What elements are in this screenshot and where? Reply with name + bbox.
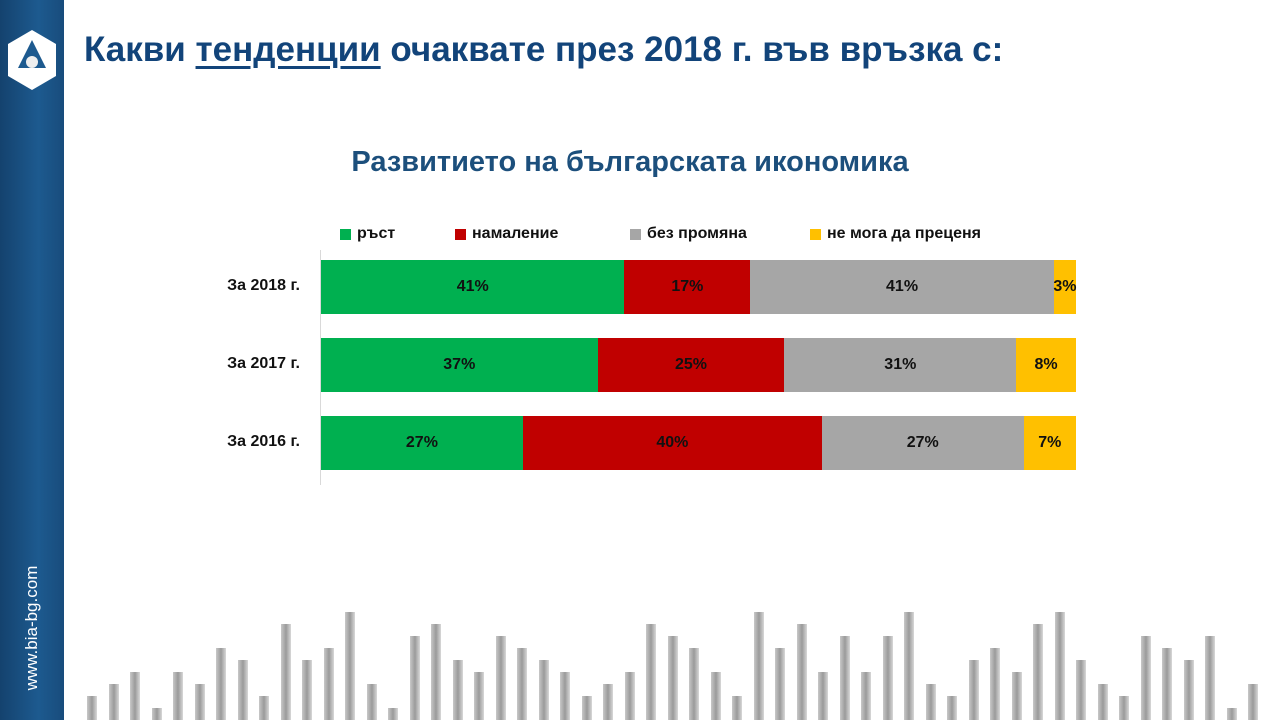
- decorative-bar: [538, 660, 549, 720]
- legend-label: не мога да преценя: [827, 225, 981, 242]
- bar-segment: 27%: [321, 416, 523, 470]
- decorative-bar: [87, 696, 97, 720]
- decorative-bar: [581, 696, 592, 720]
- legend-item: не мога да преценя: [810, 225, 981, 243]
- decorative-bar: [968, 660, 979, 720]
- decorative-bar: [1076, 660, 1086, 720]
- legend-swatch: [810, 228, 821, 240]
- decorative-bar: [796, 624, 807, 720]
- legend-swatch: [455, 228, 466, 240]
- legend-item: намаление: [455, 225, 558, 243]
- bar-segment: 7%: [1023, 416, 1076, 470]
- decorative-bar: [1205, 636, 1215, 720]
- decorative-bar: [839, 636, 850, 720]
- decorative-bar: [388, 708, 398, 720]
- decorative-bar: [560, 672, 570, 720]
- decorative-bar: [259, 696, 269, 720]
- decorative-bar: [495, 636, 506, 720]
- decorative-bar: [431, 624, 441, 720]
- decorative-bar: [1162, 648, 1172, 720]
- legend-label: ръст: [357, 225, 396, 242]
- decorative-bar: [1248, 684, 1258, 720]
- decorative-bar: [151, 708, 162, 720]
- decorative-bar: [667, 636, 678, 720]
- website-url: www.bia-bg.com: [22, 565, 41, 691]
- decorative-bar: [753, 612, 764, 720]
- bar-segment: 37%: [321, 338, 598, 392]
- decorative-bar: [216, 648, 226, 720]
- decorative-bar: [1119, 696, 1129, 720]
- decorative-bar: [108, 684, 119, 720]
- decorative-bar: [775, 648, 785, 720]
- decorative-bar: [237, 660, 248, 720]
- decorative-bar: [882, 636, 893, 720]
- decorative-bar: [517, 648, 527, 720]
- page-title: Какви тенденции очаквате през 2018 г. въ…: [84, 30, 1004, 69]
- decorative-bar: [1097, 684, 1108, 720]
- decorative-bar: [689, 648, 699, 720]
- legend-swatch: [340, 228, 351, 240]
- chart-title: Развитието на българската икономика: [351, 146, 909, 178]
- decorative-bar: [861, 672, 871, 720]
- decorative-bar: [194, 684, 205, 720]
- legend-label: без промяна: [647, 225, 747, 242]
- legend-item: без промяна: [630, 225, 747, 243]
- bar-segment: 27%: [821, 416, 1024, 470]
- decorative-bar: [646, 624, 656, 720]
- decorative-bar: [409, 636, 420, 720]
- sidebar: www.bia-bg.com: [0, 0, 64, 720]
- legend-label: намаление: [472, 225, 559, 242]
- bar-segment: 31%: [784, 338, 1017, 392]
- bar-segment: 41%: [750, 260, 1054, 314]
- decorative-bar: [904, 612, 914, 720]
- decorative-bar: [366, 684, 377, 720]
- category-label: За 2016 г.: [227, 433, 300, 450]
- decorative-bar: [474, 672, 484, 720]
- decorative-bar: [345, 612, 355, 720]
- decorative-bar: [1140, 636, 1151, 720]
- decorative-bar: [173, 672, 183, 720]
- decorative-bar: [603, 684, 613, 720]
- bar-segment: 41%: [321, 260, 625, 314]
- decorative-bar: [710, 672, 721, 720]
- decorative-bar: [1226, 708, 1237, 720]
- legend-swatch: [630, 228, 641, 240]
- bar-segment: 17%: [624, 260, 751, 314]
- decorative-bar: [1054, 612, 1065, 720]
- decorative-bar: [302, 660, 312, 720]
- decorative-bar: [818, 672, 828, 720]
- decorative-bar: [130, 672, 140, 720]
- category-label: За 2018 г.: [227, 277, 300, 294]
- decorative-bar: [1011, 672, 1022, 720]
- legend-item: ръст: [340, 225, 395, 243]
- bar-segment: 25%: [597, 338, 785, 392]
- chart-axis: [320, 250, 321, 485]
- decorative-bar: [1183, 660, 1194, 720]
- decorative-bar: [323, 648, 334, 720]
- decorative-bar: [452, 660, 463, 720]
- bar-segment: 8%: [1016, 338, 1076, 392]
- decorative-bar: [990, 648, 1000, 720]
- decorative-bar: [624, 672, 635, 720]
- bar-segment: 3%: [1053, 260, 1076, 314]
- bar-segment: 40%: [522, 416, 822, 470]
- bia-logo-icon: [8, 30, 56, 90]
- decorative-bar: [280, 624, 291, 720]
- decorative-bar: [732, 696, 742, 720]
- decorative-bar: [925, 684, 936, 720]
- decorative-bar: [1033, 624, 1043, 720]
- decorative-bar: [947, 696, 957, 720]
- category-label: За 2017 г.: [227, 355, 300, 372]
